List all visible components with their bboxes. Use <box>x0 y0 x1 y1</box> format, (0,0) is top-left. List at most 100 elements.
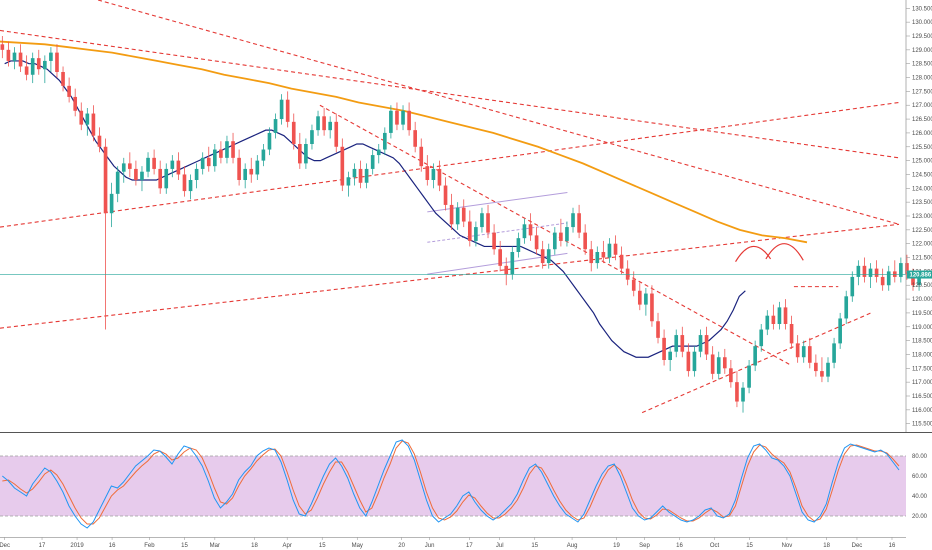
candle <box>164 163 169 194</box>
candle <box>589 240 594 272</box>
price-tick-label: 120.500 <box>912 283 932 289</box>
candle-body <box>886 271 891 286</box>
candle <box>577 204 581 239</box>
candle <box>146 152 150 178</box>
candle-body <box>461 207 466 222</box>
time-tick-label: 16 <box>109 543 116 549</box>
candle-body <box>237 157 241 180</box>
candle-body <box>170 160 175 169</box>
candle <box>273 113 278 139</box>
candle-body <box>747 365 751 388</box>
candle-body <box>382 132 387 150</box>
candle <box>662 329 666 366</box>
candle <box>206 146 211 172</box>
time-tick-label: Aug <box>567 543 578 549</box>
candle <box>856 260 861 286</box>
time-tick-label: Nov <box>782 543 793 549</box>
candle-body <box>115 171 120 194</box>
candle-body <box>571 213 575 228</box>
price-tick-label: 126.500 <box>912 117 932 123</box>
candle <box>389 105 393 139</box>
candle <box>346 171 351 197</box>
time-tick-label: 2019 <box>70 543 84 549</box>
candle <box>474 221 478 247</box>
candle-body <box>188 180 193 192</box>
price-tick-label: 126.000 <box>912 131 932 137</box>
candle-body <box>807 346 812 363</box>
price-tick-label: 124.500 <box>912 172 932 178</box>
candle-body <box>480 213 484 228</box>
trendline <box>0 223 900 329</box>
price-tick-label: 117.000 <box>912 380 932 386</box>
candle <box>425 155 430 186</box>
time-tick-label: 15 <box>531 543 538 549</box>
candle-body <box>637 290 642 305</box>
candle <box>668 346 672 372</box>
candle-body <box>698 335 703 352</box>
candle-body <box>625 268 630 280</box>
double-top-arcs <box>735 243 804 263</box>
candle <box>67 77 71 103</box>
time-tick-label: May <box>352 543 363 549</box>
candle <box>862 257 867 283</box>
candle-body <box>795 343 800 358</box>
candle <box>328 116 332 139</box>
candle-body <box>692 351 697 372</box>
candle <box>395 102 399 131</box>
candle-body <box>146 157 150 172</box>
candle-body <box>801 346 806 358</box>
candle <box>868 263 873 288</box>
price-tick-label: 130.000 <box>912 20 932 26</box>
last-price-label: 120.886 <box>910 273 932 279</box>
candle <box>322 108 326 136</box>
candle-body <box>200 157 205 169</box>
candle-body <box>364 168 369 183</box>
candle-body <box>917 274 921 286</box>
time-tick-label: 15 <box>746 543 753 549</box>
candle <box>783 299 788 330</box>
time-axis[interactable]: Dec 17 2019 16 Feb 15 Mar 18 Apr 15 May 20 Jun 17 Jul 1… <box>0 537 896 549</box>
candle-body <box>905 263 909 275</box>
candle-body <box>613 243 618 255</box>
candle <box>461 199 466 228</box>
candle-body <box>401 110 405 125</box>
candle-body <box>552 232 557 250</box>
candle-body <box>522 224 527 239</box>
candle <box>722 348 727 374</box>
price-axis[interactable]: 130.500 130.000 129.500 129.000 128.500 128.0… <box>906 6 932 428</box>
candle <box>237 149 241 186</box>
time-tick-label: Jul <box>496 543 504 549</box>
candle-body <box>704 335 709 355</box>
candles <box>0 36 921 413</box>
time-tick-label: Dec <box>852 543 863 549</box>
candle-body <box>24 66 29 75</box>
candle-body <box>279 99 284 120</box>
candle <box>552 227 557 255</box>
price-tick-label: 119.500 <box>912 311 932 317</box>
candle-body <box>510 252 515 275</box>
candle <box>255 155 260 180</box>
candle-body <box>267 132 272 150</box>
price-tick-label: 124.000 <box>912 186 932 192</box>
candle <box>753 340 757 372</box>
candle-body <box>328 121 332 131</box>
time-tick-label: 15 <box>319 543 326 549</box>
candle <box>91 105 96 142</box>
candle <box>510 246 515 280</box>
candle-body <box>249 168 254 175</box>
candle <box>279 94 284 125</box>
stochastic-axis[interactable]: 80.00 60.00 40.00 20.00 <box>912 454 928 520</box>
candle-body <box>12 52 17 61</box>
candle <box>340 138 345 192</box>
candle <box>710 346 715 380</box>
candle-body <box>783 307 788 324</box>
candle <box>310 124 314 150</box>
candle-body <box>826 362 830 377</box>
candle <box>225 135 229 164</box>
candle <box>449 193 454 230</box>
candle-body <box>291 121 296 144</box>
candle-body <box>899 263 903 277</box>
candle <box>899 257 903 283</box>
candle-body <box>674 335 679 352</box>
